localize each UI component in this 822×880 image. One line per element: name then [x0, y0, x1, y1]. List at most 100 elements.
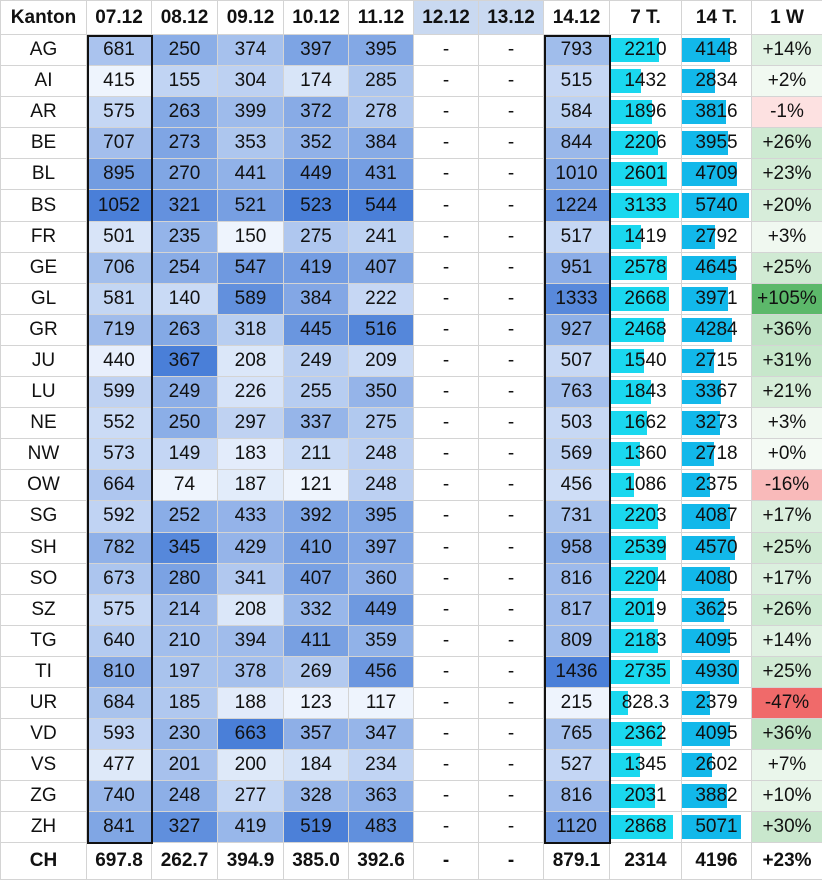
- cell-value: 663: [217, 718, 284, 751]
- cell-1w: +30%: [751, 811, 822, 844]
- cell-value: 707: [86, 127, 152, 160]
- cell-value: 394: [217, 624, 284, 657]
- cell-value: -: [478, 282, 544, 315]
- cell-value: 433: [217, 500, 284, 533]
- cell-7t: 1662: [609, 407, 682, 440]
- table-row: BS 1052 321 521 523 544- -1224 3133 5740 +20%: [0, 189, 822, 222]
- cell-7t: 2539: [609, 531, 682, 564]
- cell-value: 2834: [695, 70, 738, 92]
- cell-value: -: [478, 718, 544, 751]
- cell-value: 2183: [624, 629, 667, 651]
- cell-value: 241: [348, 220, 414, 253]
- cell-value: 183: [217, 438, 284, 471]
- cell-value: 3971: [695, 287, 738, 309]
- cell-1w: +26%: [751, 127, 822, 160]
- cell-value: 640: [86, 624, 152, 657]
- cell-14t: 3882: [681, 780, 752, 813]
- cell-value: -: [413, 749, 479, 782]
- cell-14t: 5071: [681, 811, 752, 844]
- data-bar: [610, 411, 647, 436]
- table-row: SH 782 345 429 410 397- -958 2539 4570 +25%: [0, 531, 822, 564]
- table-row: NW 573 149 183 211 248- -569 1360 2718 +0%: [0, 438, 822, 471]
- cell-value: -: [478, 65, 544, 98]
- cell-1w: -16%: [751, 469, 822, 502]
- data-bar: [610, 193, 679, 218]
- cell-value: 209: [348, 344, 414, 378]
- cell-14t: 2715: [681, 344, 752, 378]
- data-bar: [610, 815, 674, 840]
- total-value: 392.6: [348, 842, 414, 880]
- cell-7t: 1360: [609, 438, 682, 471]
- cell-value: 174: [283, 65, 349, 98]
- cell-7t: 2204: [609, 562, 682, 595]
- cell-value: 1010: [543, 158, 610, 191]
- cell-value: 4095: [695, 723, 738, 745]
- cell-7t: 2668: [609, 282, 682, 315]
- cell-1w: +14%: [751, 33, 822, 67]
- cell-value: 273: [151, 127, 218, 160]
- cell-value: 1052: [86, 189, 152, 222]
- cell-7t: 2203: [609, 500, 682, 533]
- cell-value: 2602: [695, 754, 738, 776]
- cell-value: -: [413, 407, 479, 440]
- cell-value: 2203: [624, 505, 667, 527]
- cell-value: 280: [151, 562, 218, 595]
- header-col-10: 14 T.: [681, 0, 752, 35]
- cell-1w: +3%: [751, 407, 822, 440]
- cell-value: 3955: [695, 132, 738, 154]
- cell-value: 1432: [624, 70, 667, 92]
- cell-value: 5071: [695, 816, 738, 838]
- cell-value: 155: [151, 65, 218, 98]
- cell-value: 817: [543, 593, 610, 626]
- cell-value: 3816: [695, 101, 738, 123]
- cell-value: 248: [151, 780, 218, 813]
- cell-1w: +14%: [751, 624, 822, 657]
- cell-value: 429: [217, 531, 284, 564]
- cell-value: 552: [86, 407, 152, 440]
- cell-value: 4645: [695, 256, 738, 278]
- cell-value: 197: [151, 655, 218, 688]
- cell-value: 1086: [624, 474, 667, 496]
- data-bar: [610, 100, 652, 125]
- cell-value: -: [413, 251, 479, 284]
- cell-14t: 2375: [681, 469, 752, 502]
- table-row: SG 592 252 433 392 395- -731 2203 4087 +17%: [0, 500, 822, 533]
- cell-1w: +25%: [751, 531, 822, 564]
- cell-value: 397: [283, 33, 349, 67]
- cell-kanton: SO: [0, 562, 87, 595]
- data-bar: [610, 535, 666, 560]
- cell-value: 321: [151, 189, 218, 222]
- cell-value: 456: [543, 469, 610, 502]
- table-row: BL 895 270 441 449 431- -1010 2601 4709 +23%: [0, 158, 822, 191]
- cell-value: -: [413, 65, 479, 98]
- cell-value: -: [478, 686, 544, 720]
- cell-value: -: [413, 220, 479, 253]
- cell-14t: 5740: [681, 189, 752, 222]
- data-bar: [682, 659, 740, 684]
- total-value: -: [478, 842, 544, 880]
- cell-value: 357: [283, 718, 349, 751]
- cell-value: 395: [348, 33, 414, 67]
- cell-value: 1662: [624, 412, 667, 434]
- cell-14t: 3971: [681, 282, 752, 315]
- cell-value: 210: [151, 624, 218, 657]
- total-value: 4196: [681, 842, 752, 880]
- cell-1w: -1%: [751, 96, 822, 129]
- cell-value: 285: [348, 65, 414, 98]
- cell-value: -: [413, 562, 479, 595]
- cell-value: -: [413, 780, 479, 813]
- header-col-6: 12.12: [413, 0, 479, 35]
- cell-value: -: [413, 655, 479, 688]
- cell-value: 121: [283, 469, 349, 502]
- cell-14t: 3367: [681, 376, 752, 409]
- cell-14t: 2379: [681, 686, 752, 720]
- header-col-3: 09.12: [217, 0, 284, 35]
- cell-value: 341: [217, 562, 284, 595]
- cell-value: 895: [86, 158, 152, 191]
- cell-value: -: [478, 376, 544, 409]
- cell-7t: 1086: [609, 469, 682, 502]
- cell-7t: 2210: [609, 33, 682, 67]
- cell-value: 844: [543, 127, 610, 160]
- cell-value: -: [478, 531, 544, 564]
